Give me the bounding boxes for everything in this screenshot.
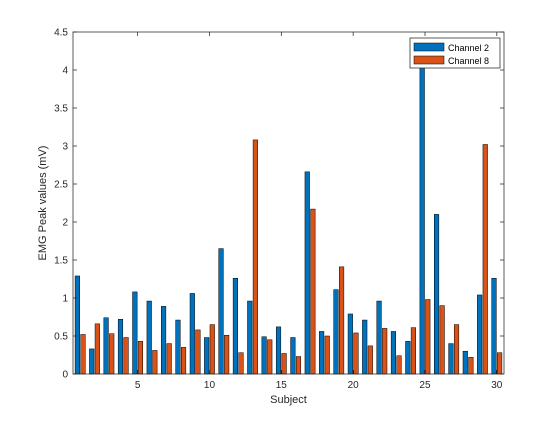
x-ticks: 5 10 15 20 25 30 (135, 32, 503, 391)
bar-channel-2-subject-4 (117, 319, 124, 375)
bar-channel-8-subject-20 (353, 332, 359, 375)
x-tick-label: 20 (348, 380, 360, 391)
bar-channel-8-subject-24 (410, 327, 416, 375)
bar-channel-8-subject-10 (209, 324, 215, 375)
y-tick-label: 2.5 (54, 180, 68, 191)
bar-channel-8-subject-14 (267, 339, 273, 375)
bar-channel-2-subject-5 (132, 291, 138, 375)
legend-label: Channel 8 (448, 56, 489, 66)
bar-channel-8-subject-19 (339, 266, 345, 375)
bar-channel-8-subject-28 (468, 357, 474, 375)
x-axis-label: Subject (270, 394, 307, 406)
y-axis-label: EMG Peak values (mV) (37, 146, 49, 261)
bar-channel-2-subject-18 (319, 331, 325, 375)
bar-channel-8-subject-5 (137, 341, 143, 375)
bar-channel-2-subject-11 (218, 248, 224, 375)
bar-channel-8-subject-3 (109, 333, 115, 375)
bar-channel-8-subject-18 (324, 335, 330, 375)
bar-channel-8-subject-12 (238, 352, 244, 375)
bar-channel-8-subject-13 (252, 139, 258, 375)
bar-channel-2-subject-3 (103, 317, 109, 375)
bar-channel-8-subject-11 (224, 334, 230, 375)
bar-channel-2-subject-21 (362, 319, 368, 375)
bar-channel-8-subject-15 (281, 353, 287, 375)
bar-channel-8-subject-26 (439, 305, 445, 375)
bar-channel-8-subject-25 (425, 299, 431, 375)
y-tick-label: 3.5 (54, 104, 68, 115)
bar-channel-8-subject-23 (396, 355, 402, 375)
bar-channel-2-subject-10 (204, 337, 210, 375)
plot-area (73, 32, 504, 374)
bar-channel-8-subject-6 (152, 350, 158, 375)
bar-channel-2-subject-6 (146, 300, 152, 375)
y-tick-label: 0.5 (54, 332, 68, 343)
legend-swatch (413, 55, 445, 65)
bar-channel-2-subject-23 (390, 331, 396, 375)
bar-channel-2-subject-15 (275, 326, 282, 375)
legend-label: Channel 2 (448, 43, 489, 53)
bar-channel-8-subject-17 (310, 208, 316, 375)
bar-channel-2-subject-12 (232, 277, 238, 375)
bar-channel-2-subject-28 (462, 350, 468, 375)
bar-channel-2-subject-22 (376, 300, 382, 375)
bar-channel-2-subject-1 (74, 275, 80, 375)
y-tick-label: 4.5 (54, 28, 68, 39)
bar-channel-8-subject-7 (166, 343, 172, 375)
bar-channel-2-subject-14 (261, 336, 267, 375)
bar-channel-8-subject-9 (195, 329, 201, 375)
legend-swatch (413, 42, 445, 52)
y-tick-label: 4 (62, 66, 68, 77)
bar-channel-2-subject-9 (189, 293, 195, 375)
bar-channel-2-subject-29 (477, 294, 483, 375)
bar-channel-2-subject-7 (161, 306, 167, 375)
bar-channel-2-subject-20 (347, 313, 353, 375)
y-tick-label: 3 (62, 142, 68, 153)
bar-channel-2-subject-24 (405, 341, 411, 375)
y-tick-label: 1.5 (54, 256, 68, 267)
bar-channel-8-subject-27 (453, 324, 460, 375)
bar-channel-8-subject-8 (181, 347, 187, 375)
axes-box (72, 31, 505, 375)
bar-channel-2-subject-16 (290, 337, 296, 375)
bar-channel-8-subject-21 (367, 345, 373, 375)
bar-channel-2-subject-27 (448, 343, 454, 375)
bar-channel-2-subject-2 (89, 348, 95, 375)
bar-channel-8-subject-4 (123, 337, 129, 375)
bar-channel-8-subject-16 (295, 356, 302, 375)
legend: Channel 2 Channel 8 (409, 37, 501, 69)
bar-channel-2-subject-26 (434, 214, 440, 375)
bar-channel-2-subject-17 (304, 171, 310, 375)
x-tick-label: 5 (135, 380, 141, 391)
bar-channel-2-subject-19 (333, 289, 339, 375)
y-tick-label: 1 (62, 294, 68, 305)
x-tick-label: 15 (276, 380, 288, 391)
bar-channel-2-subject-30 (491, 277, 497, 375)
y-tick-label: 0 (62, 370, 68, 381)
x-tick-label: 25 (419, 380, 431, 391)
bar-channel-8-subject-30 (497, 352, 503, 375)
x-tick-label: 30 (491, 380, 503, 391)
bar-channel-2-subject-25 (419, 65, 425, 375)
bar-channel-8-subject-22 (382, 328, 388, 375)
y-tick-label: 2 (62, 218, 68, 229)
bar-channel-2-subject-13 (247, 300, 253, 375)
bar-channel-8-subject-2 (94, 323, 100, 375)
bar-channel-8-subject-1 (80, 334, 86, 375)
x-tick-label: 10 (204, 380, 216, 391)
y-ticks: 0 0.5 1 1.5 2 2.5 3 3.5 4 4.5 (54, 28, 504, 381)
bar-channel-8-subject-29 (482, 144, 488, 375)
bar-channel-2-subject-8 (175, 319, 181, 375)
